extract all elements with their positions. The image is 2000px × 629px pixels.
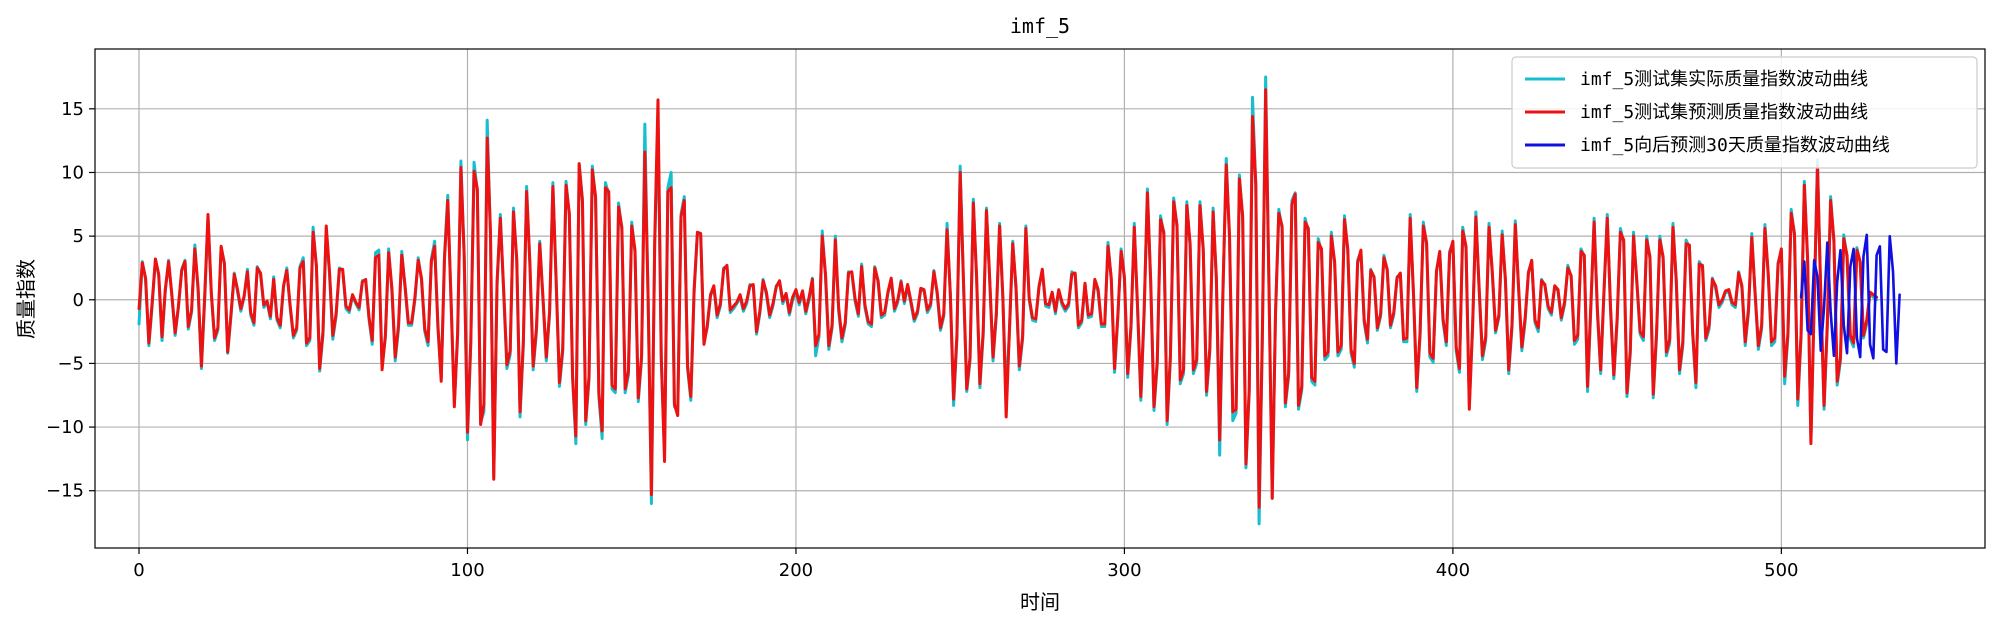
y-tick-label: −5 <box>57 353 84 374</box>
plot-frame <box>94 48 1986 549</box>
x-tick-label: 100 <box>450 560 484 581</box>
series-line-2 <box>137 88 1879 509</box>
y-axis-title: 质量指数 <box>14 259 38 339</box>
legend-label-3: imf_5向后预测30天质量指数波动曲线 <box>1580 135 1890 156</box>
legend-label-1: imf_5测试集实际质量指数波动曲线 <box>1580 69 1868 90</box>
y-tick-label: 5 <box>73 226 84 247</box>
x-tick-label: 400 <box>1436 560 1470 581</box>
y-tick-label: 15 <box>61 99 84 120</box>
y-tick-label: −10 <box>46 417 84 438</box>
legend-box <box>1511 56 1978 169</box>
legend: imf_5测试集实际质量指数波动曲线 imf_5测试集预测质量指数波动曲线 imf_… <box>1511 56 1978 169</box>
x-tick-label: 300 <box>1107 560 1141 581</box>
x-axis-title: 时间 <box>1020 590 1060 614</box>
x-axis: 0 100 200 300 400 500 <box>133 548 1799 581</box>
x-tick-label: 0 <box>133 560 144 581</box>
x-tick-label: 200 <box>779 560 813 581</box>
y-axis: −15 −10 −5 0 5 10 15 <box>46 99 95 502</box>
x-tick-label: 500 <box>1764 560 1798 581</box>
y-tick-label: 0 <box>73 290 84 311</box>
y-tick-label: 10 <box>61 162 84 183</box>
y-tick-label: −15 <box>46 481 84 502</box>
chart-title: imf_5 <box>1010 14 1070 38</box>
series-layer <box>137 75 1901 526</box>
legend-label-2: imf_5测试集预测质量指数波动曲线 <box>1580 102 1868 123</box>
series-line-3 <box>1799 233 1901 365</box>
